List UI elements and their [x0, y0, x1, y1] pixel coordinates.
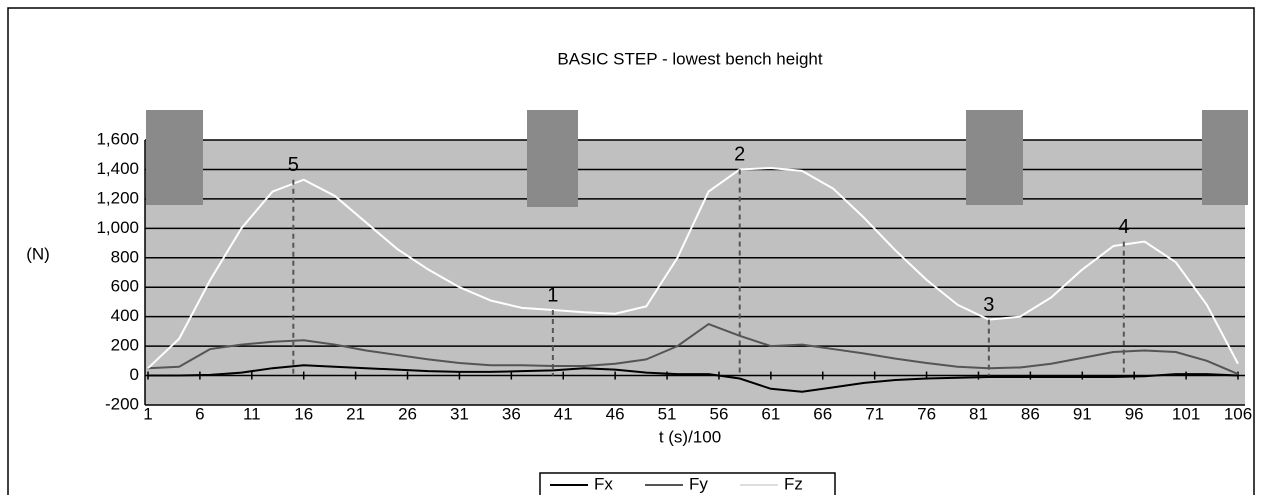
annotation-label: 1 — [547, 284, 558, 306]
photo — [966, 110, 1023, 205]
photo — [1202, 110, 1248, 205]
y-tick-label: 1,400 — [96, 159, 139, 178]
annotation-label: 3 — [983, 294, 994, 316]
x-tick-label: 81 — [969, 404, 988, 423]
photo — [527, 110, 578, 207]
chart-title: BASIC STEP - lowest bench height — [557, 49, 822, 68]
x-tick-label: 26 — [398, 404, 417, 423]
y-tick-label: 200 — [111, 336, 139, 355]
x-tick-label: 36 — [502, 404, 521, 423]
legend: Fx Fy Fz — [540, 473, 835, 495]
x-tick-label: 1 — [143, 404, 152, 423]
x-tick-label: 71 — [865, 404, 884, 423]
y-tick-label: 1,600 — [96, 129, 139, 148]
x-tick-label: 61 — [761, 404, 780, 423]
chart: BASIC STEP - lowest bench height (N) t (… — [0, 0, 1262, 495]
y-tick-label: -200 — [105, 394, 139, 413]
x-tick-label: 21 — [346, 404, 365, 423]
legend-label: Fz — [784, 474, 803, 493]
y-tick-label: 400 — [111, 306, 139, 325]
annotation-label: 4 — [1118, 216, 1129, 238]
y-tick-label: 0 — [130, 365, 139, 384]
x-tick-label: 106 — [1224, 404, 1252, 423]
y-tick-label: 1,200 — [96, 188, 139, 207]
x-tick-label: 51 — [658, 404, 677, 423]
x-tick-label: 6 — [195, 404, 204, 423]
annotation-label: 5 — [288, 154, 299, 176]
x-axis-label: t (s)/100 — [659, 427, 721, 446]
x-tick-label: 91 — [1073, 404, 1092, 423]
x-tick-label: 46 — [606, 404, 625, 423]
y-tick-label: 800 — [111, 247, 139, 266]
photo — [146, 110, 203, 205]
x-tick-label: 96 — [1125, 404, 1144, 423]
y-tick-label: 600 — [111, 277, 139, 296]
legend-label: Fy — [689, 474, 708, 493]
x-tick-label: 86 — [1021, 404, 1040, 423]
x-tick-label: 101 — [1172, 404, 1200, 423]
y-axis-label: (N) — [26, 244, 50, 263]
x-tick-label: 76 — [917, 404, 936, 423]
x-tick-label: 56 — [709, 404, 728, 423]
x-tick-label: 11 — [243, 404, 261, 423]
x-tick-label: 16 — [294, 404, 313, 423]
x-tick-label: 31 — [450, 404, 469, 423]
legend-label: Fx — [594, 474, 613, 493]
x-tick-label: 41 — [554, 404, 573, 423]
x-tick-label: 66 — [813, 404, 832, 423]
annotation-label: 2 — [734, 144, 745, 166]
y-tick-label: 1,000 — [96, 218, 139, 237]
